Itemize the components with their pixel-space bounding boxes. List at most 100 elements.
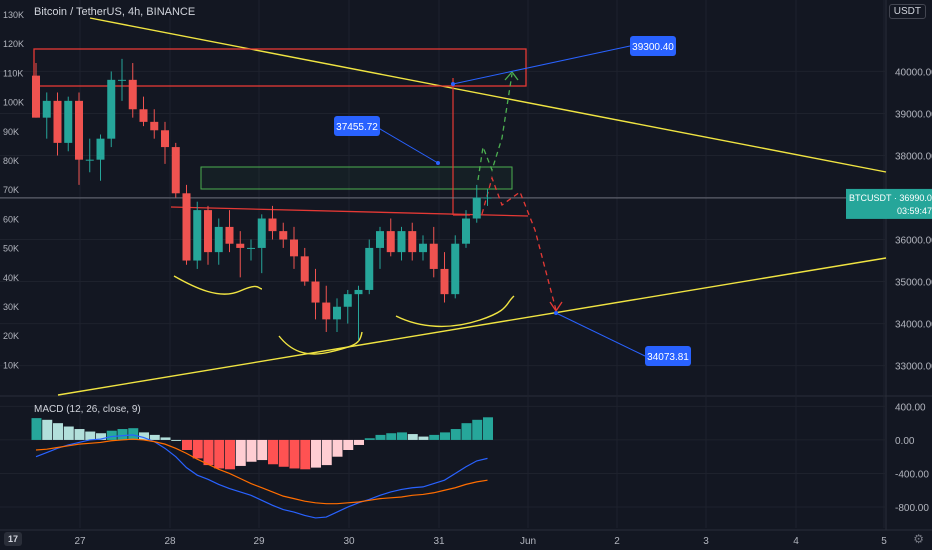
left-tick-label: 10K (3, 360, 19, 370)
point-34073 (554, 311, 558, 315)
left-tick-label: 110K (3, 68, 23, 78)
candle-body (139, 109, 148, 122)
macd-histogram-bar (343, 439, 354, 450)
gear-icon[interactable]: ⚙ (913, 532, 924, 546)
label-34073-text: 34073.81 (647, 352, 689, 363)
time-tick-label: 30 (343, 536, 355, 547)
connector-37455 (374, 125, 439, 164)
left-tick-label: 30K (3, 302, 19, 312)
macd-histogram-bar (192, 439, 203, 459)
candle-body (107, 79, 116, 139)
candle-body (440, 268, 449, 295)
macd-histogram-bar (85, 431, 96, 440)
time-tick-label: 5 (881, 536, 887, 547)
resistance-box (33, 48, 527, 87)
candle-body (150, 121, 159, 131)
macd-histogram-bar (160, 437, 171, 440)
annotation-labels: 39300.40 37455.72 34073.81 BTCUSDT · 36990.… (334, 36, 932, 366)
macd-title: MACD (12, 26, close, 9) (34, 404, 141, 415)
candle-body (322, 302, 331, 320)
price-tick-label: 34000.00 (895, 320, 932, 331)
price-tick-label: 36000.00 (895, 236, 932, 247)
macd-histogram-bar (149, 434, 160, 440)
macd-histogram-bar (257, 439, 268, 461)
macd-histogram-bar (96, 433, 106, 440)
candle-body (290, 239, 298, 257)
left-tick-label: 40K (3, 273, 19, 283)
macd-histogram-bar (407, 434, 418, 440)
price-tick-label: 38000.00 (895, 151, 932, 162)
point-39300 (451, 82, 455, 86)
candle-body (408, 231, 417, 253)
candle-body (300, 256, 309, 282)
macd-histogram-bar (203, 439, 214, 466)
macd-histogram-bar (31, 418, 42, 440)
candle-body (451, 243, 460, 295)
candle-body (268, 218, 277, 232)
trend-drawings (0, 17, 887, 396)
label-34073-bg (645, 346, 691, 366)
candle-body (96, 138, 105, 160)
label-39300: 39300.40 (630, 36, 676, 56)
time-tick-label: 28 (164, 536, 176, 547)
candle-body (419, 243, 427, 253)
candle-body (429, 243, 438, 269)
candle-body (333, 306, 341, 320)
candle-body (118, 79, 126, 81)
candle-body (42, 100, 51, 118)
candle-body (128, 79, 137, 110)
price-tick-label: 33000.00 (895, 362, 932, 373)
candle-body (247, 247, 255, 249)
label-37455-text: 37455.72 (336, 122, 378, 133)
macd-histogram-bar (332, 439, 343, 457)
candle-body (161, 130, 169, 148)
candle-body (365, 247, 374, 290)
candle-body (279, 231, 288, 240)
macd-line (35, 434, 488, 519)
macd-histogram-bar (128, 428, 139, 440)
candle-body (53, 100, 62, 143)
candle-body (311, 281, 320, 303)
macd-histogram-bar (440, 432, 450, 440)
macd-histogram-bar (450, 429, 461, 440)
time-tick-label: 29 (253, 536, 265, 547)
symbol-title[interactable]: Bitcoin / TetherUS, 4h, BINANCE (34, 6, 196, 18)
currency-button[interactable]: USDT (888, 4, 926, 19)
left-tick-label: 120K (3, 39, 24, 49)
grid-lines (0, 0, 932, 531)
current-price-symbol: BTCUSDT · 36990.00 (849, 193, 932, 203)
label-39300-bg (630, 36, 676, 56)
price-tick-label: 40000.00 (895, 67, 932, 78)
candle-body (376, 231, 384, 248)
left-tick-label: 80K (3, 156, 19, 166)
candle-body (171, 147, 180, 194)
macd-histogram-bar (63, 426, 74, 440)
left-tick-label: 20K (3, 331, 19, 341)
macd-histogram-bar (182, 439, 192, 450)
macd-histogram-bar (418, 436, 429, 440)
label-39300-text: 39300.40 (632, 42, 674, 53)
candle-body (354, 289, 363, 295)
connector-34073 (555, 312, 646, 357)
tradingview-logo[interactable]: 17 (4, 532, 22, 546)
macd-histogram-bar (53, 423, 63, 440)
time-tick-label: 31 (433, 536, 445, 547)
curve-left (173, 275, 263, 295)
price-tick-label: 39000.00 (895, 109, 932, 120)
macd-histogram-bar (171, 439, 182, 441)
curve-right (395, 295, 515, 328)
label-37455-bg (334, 116, 380, 136)
macd-tick-label: -400.00 (895, 469, 929, 480)
macd-histogram-bar (139, 432, 149, 440)
bullish-projection (477, 73, 513, 181)
candle-body (204, 210, 212, 253)
current-price-tag-bg (846, 188, 932, 219)
time-tick-label: 4 (793, 536, 799, 547)
time-tick-label: 3 (703, 536, 709, 547)
price-tick-label: 35000.00 (895, 278, 932, 289)
candle-body (483, 197, 492, 199)
macd-histogram-bar (268, 439, 278, 465)
macd-histogram-bar (246, 439, 257, 462)
left-tick-label: 70K (3, 185, 19, 195)
